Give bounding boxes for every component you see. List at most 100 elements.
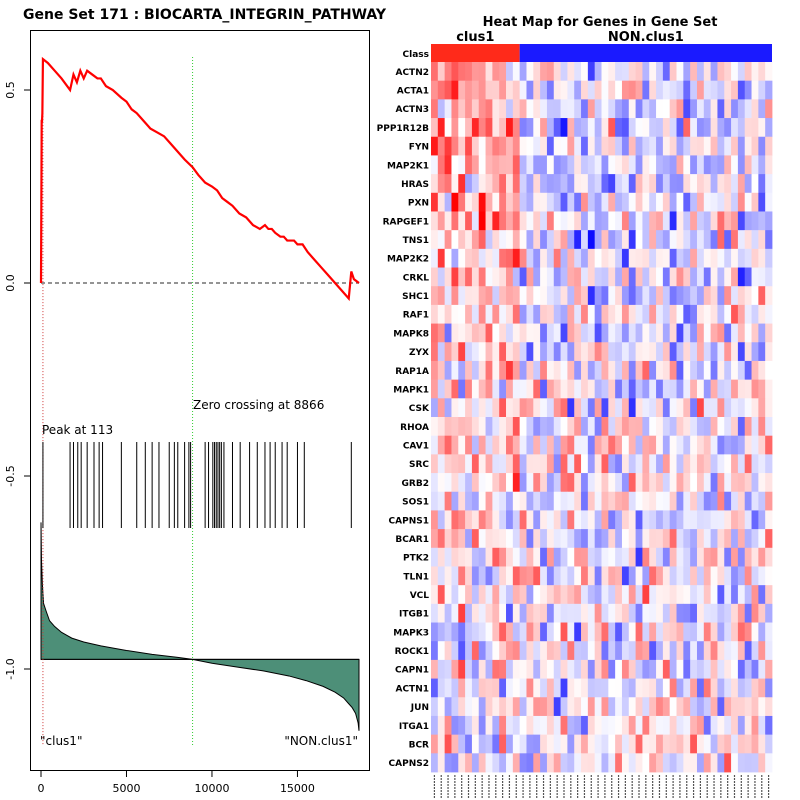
heat-cell (512, 398, 521, 418)
heat-cell (560, 529, 568, 549)
heat-cell (683, 99, 691, 119)
heat-cell (615, 697, 623, 717)
heat-cell (737, 547, 746, 567)
heat-cell (656, 62, 664, 82)
heat-cell (744, 192, 752, 212)
heat-cell (574, 248, 582, 268)
heat-cell (581, 118, 589, 138)
heat-cell (540, 62, 548, 82)
heat-cell (601, 753, 609, 773)
heat-cell (608, 80, 616, 100)
running-es-line (39, 56, 360, 302)
heat-cell (512, 230, 521, 250)
heat-cell (662, 211, 671, 231)
ranked-metric-area (40, 522, 360, 731)
heat-cell (451, 529, 459, 549)
heat-cell (458, 585, 466, 605)
heat-cell (506, 417, 514, 437)
heat-cell (615, 678, 623, 698)
heat-cell (669, 510, 677, 530)
heat-cell (635, 192, 643, 212)
heat-cell (696, 753, 705, 773)
heat-cell (751, 454, 759, 474)
heat-cell (683, 360, 691, 381)
heat-cell (533, 547, 541, 567)
heat-cell (458, 267, 466, 287)
heat-cell (451, 211, 459, 231)
heat-cell (485, 753, 493, 773)
heat-cell (731, 697, 739, 717)
heat-cell (601, 398, 609, 418)
heat-cell (765, 118, 773, 138)
heat-cell (683, 267, 691, 287)
heat-cell (703, 267, 712, 287)
gene-label: ITGA1 (399, 722, 429, 732)
heat-cell (587, 304, 596, 324)
heat-cell (662, 155, 671, 175)
heat-cell (621, 435, 630, 455)
heat-cell (533, 379, 541, 399)
heat-cell (696, 286, 705, 306)
heat-cell (731, 622, 739, 642)
heat-cell (601, 118, 609, 138)
heat-cell (485, 585, 493, 605)
heat-cell (703, 174, 712, 194)
heat-cell (649, 510, 657, 530)
heat-cell (594, 491, 602, 511)
heat-cell (458, 379, 466, 399)
heat-cell (574, 230, 582, 250)
heat-cell (444, 753, 452, 773)
heat-cell (758, 248, 766, 268)
heat-cell (765, 529, 773, 549)
gene-label: ROCK1 (395, 647, 429, 657)
heat-cell (465, 473, 473, 493)
heat-cell (696, 118, 705, 138)
heat-cell (594, 248, 602, 268)
heat-cell (615, 473, 623, 493)
heat-cell (458, 80, 466, 100)
heat-cell (615, 136, 623, 156)
heat-cell (621, 697, 630, 717)
heat-cell (662, 398, 671, 418)
heat-cell (649, 323, 657, 343)
heat-cell (458, 435, 466, 455)
heat-cell (717, 454, 725, 474)
heat-cell (485, 678, 493, 698)
heat-cell (608, 267, 616, 287)
heat-cell (431, 753, 439, 773)
heat-cell (506, 379, 514, 399)
heat-cell (683, 491, 691, 511)
heat-cell (492, 659, 500, 679)
heat-cell (478, 174, 486, 194)
heat-cell (676, 136, 684, 156)
heat-cell (546, 435, 555, 455)
heat-cell (696, 379, 705, 399)
heat-cell (690, 585, 698, 605)
heat-cell (751, 678, 759, 698)
heat-cell (642, 342, 650, 362)
heat-cell (437, 417, 446, 437)
heat-cell (581, 304, 589, 324)
heat-cell (574, 211, 582, 231)
heat-cell (587, 417, 596, 437)
heat-cell (431, 435, 439, 455)
heat-cell (683, 435, 691, 455)
heat-cell (635, 547, 643, 567)
heat-cell (458, 62, 466, 82)
heat-cell (574, 585, 582, 605)
heat-cell (506, 248, 514, 268)
heat-cell (765, 155, 773, 175)
heat-cell (662, 118, 671, 138)
heat-cell (492, 99, 500, 119)
heat-cell (553, 603, 561, 623)
heat-cell (608, 230, 616, 250)
heat-cell (615, 529, 623, 549)
heat-cell (649, 398, 657, 418)
heat-cell (744, 659, 752, 679)
heat-cell (676, 360, 684, 381)
heat-cell (608, 435, 616, 455)
heat-cell (437, 118, 446, 138)
heat-cell (506, 715, 514, 736)
heat-cell (731, 678, 739, 698)
heat-cell (710, 62, 718, 82)
